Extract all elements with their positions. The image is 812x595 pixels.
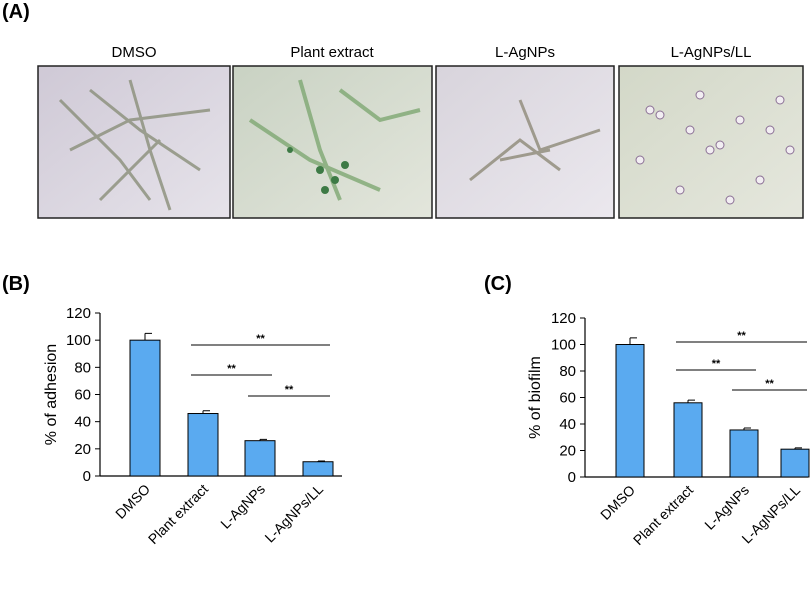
x-tick-label: L-AgNPs/LL xyxy=(261,481,326,546)
y-tick-label: 100 xyxy=(66,332,91,349)
bar xyxy=(780,448,810,478)
y-tick-label: 80 xyxy=(74,359,91,376)
y-tick-label: 80 xyxy=(559,363,576,380)
y-tick-label: 40 xyxy=(74,414,91,431)
significance-label: ** xyxy=(712,358,721,370)
significance-label: ** xyxy=(285,384,294,396)
x-tick-label: L-AgNPs xyxy=(217,481,268,532)
y-tick-label: 20 xyxy=(74,441,91,458)
significance-label: ** xyxy=(765,378,774,390)
y-tick-label: 20 xyxy=(559,443,576,460)
bar xyxy=(244,440,276,477)
x-tick-label: Plant extract xyxy=(630,482,696,548)
micrograph xyxy=(435,65,615,219)
panel-label: (B) xyxy=(2,273,30,295)
bar xyxy=(129,339,161,477)
error-bar xyxy=(687,399,695,403)
image-label: DMSO xyxy=(112,44,157,61)
y-axis-label: % of adhesion xyxy=(43,344,60,445)
x-tick-label: Plant extract xyxy=(145,481,211,547)
error-bar xyxy=(629,337,637,345)
panel-label: (A) xyxy=(2,1,30,23)
error-bar xyxy=(317,460,325,462)
x-tick-label: L-AgNPs xyxy=(701,482,752,533)
y-tick-label: 100 xyxy=(551,337,576,354)
bar xyxy=(302,461,334,477)
error-bar xyxy=(202,410,210,414)
y-tick-label: 120 xyxy=(551,310,576,327)
error-bar xyxy=(144,332,152,341)
bar xyxy=(615,344,645,478)
significance-label: ** xyxy=(256,333,265,345)
image-label: L-AgNPs xyxy=(495,44,555,61)
significance-label: ** xyxy=(737,330,746,342)
y-tick-label: 0 xyxy=(568,469,576,486)
y-tick-label: 0 xyxy=(83,468,91,485)
error-bar xyxy=(743,427,751,430)
image-label: L-AgNPs/LL xyxy=(671,44,752,61)
y-tick-label: 60 xyxy=(559,390,576,407)
micrograph xyxy=(618,65,804,219)
bar xyxy=(729,429,759,478)
significance-label: ** xyxy=(227,363,236,375)
bar xyxy=(187,413,219,477)
y-tick-label: 40 xyxy=(559,416,576,433)
error-bar xyxy=(259,438,267,441)
x-tick-label: DMSO xyxy=(112,481,153,522)
y-axis-label: % of biofilm xyxy=(527,356,544,439)
error-bar xyxy=(794,447,802,450)
x-tick-label: DMSO xyxy=(597,482,638,523)
panel-label: (C) xyxy=(484,273,512,295)
micrograph xyxy=(37,65,231,219)
image-label: Plant extract xyxy=(290,44,374,61)
y-tick-label: 120 xyxy=(66,305,91,322)
y-tick-label: 60 xyxy=(74,387,91,404)
bar xyxy=(673,402,703,478)
micrograph xyxy=(232,65,433,219)
